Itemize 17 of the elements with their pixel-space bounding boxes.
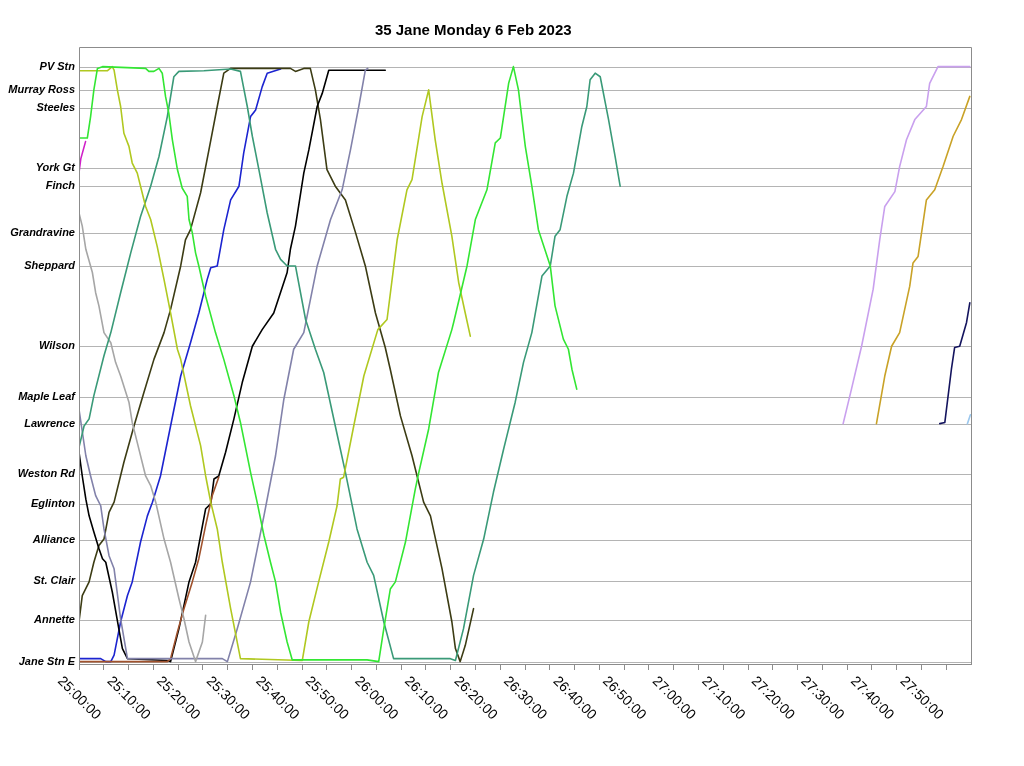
ref-line-label: Jane Stn E — [18, 654, 76, 667]
ref-line-label: Weston Rd — [17, 467, 76, 480]
chart-title: 35 Jane Monday 6 Feb 2023 — [374, 21, 572, 39]
ref-line-label: PV Stn — [39, 59, 76, 72]
ref-line-label: Maple Leaf — [18, 389, 77, 402]
ref-line-label: Grandravine — [10, 226, 75, 239]
ref-line-label: Wilson — [39, 339, 76, 352]
ref-line-label: York Gt — [35, 160, 77, 173]
ref-line-label: Annette — [33, 613, 75, 625]
ref-line-label: Finch — [45, 178, 76, 191]
ref-line-label: Steeles — [36, 101, 75, 114]
ref-line-label: Murray Ross — [8, 83, 75, 96]
ref-line-label: St. Clair — [33, 574, 76, 587]
ref-line-label: Lawrence — [24, 416, 75, 429]
ref-line-label: Sheppard — [24, 258, 76, 271]
ref-line-label: Alliance — [31, 532, 75, 545]
ref-line-label: Eglinton — [31, 496, 76, 509]
